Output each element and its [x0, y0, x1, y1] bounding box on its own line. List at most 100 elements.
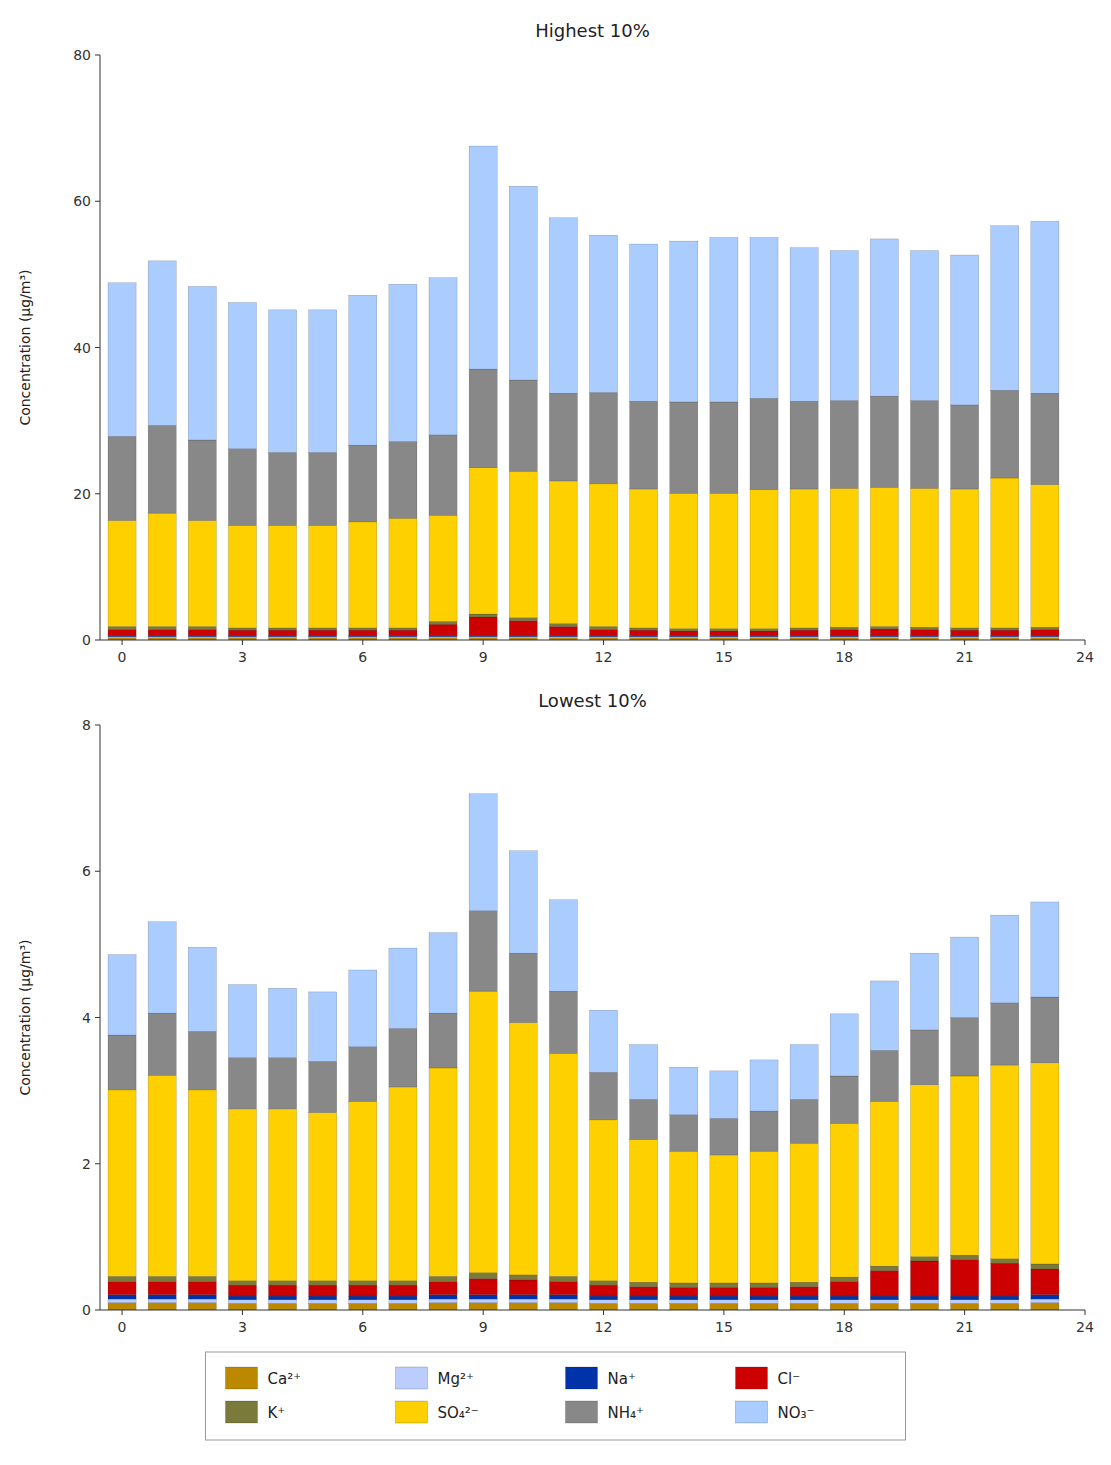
- bar-segment: [228, 1303, 256, 1310]
- bar-series: [108, 146, 1059, 452]
- bar-segment: [750, 1111, 778, 1151]
- bar-segment: [630, 1287, 658, 1297]
- bar-segment: [509, 953, 537, 1022]
- bar-segment: [951, 1260, 979, 1297]
- bar-segment: [349, 445, 377, 522]
- bar-segment: [750, 1060, 778, 1111]
- bar-segment: [710, 1287, 738, 1296]
- bar-segment: [309, 992, 337, 1061]
- bar-segment: [469, 369, 497, 468]
- legend-swatch: [396, 1367, 428, 1389]
- bar-segment: [108, 635, 136, 636]
- bar-segment: [589, 1072, 617, 1120]
- bar-segment: [269, 1058, 297, 1109]
- legend-item: NO₃⁻: [736, 1401, 815, 1423]
- bar-segment: [148, 1281, 176, 1294]
- bar-segment: [830, 1296, 858, 1300]
- bar-segment: [951, 1018, 979, 1077]
- bar-segment: [349, 628, 377, 630]
- bar-segment: [188, 635, 216, 636]
- x-tick: [242, 1310, 243, 1315]
- bar-segment: [349, 522, 377, 628]
- bar-segment: [549, 218, 577, 394]
- bar-segment: [710, 402, 738, 493]
- bar-segment: [469, 794, 497, 911]
- bar-segment: [790, 1296, 818, 1300]
- bar-segment: [910, 629, 938, 635]
- bar-segment: [830, 1300, 858, 1304]
- bar-segment: [269, 1303, 297, 1310]
- bar-segment: [509, 380, 537, 471]
- y-tick: [95, 1310, 100, 1311]
- figure: Highest 10%Concentration (μg/m³)02040608…: [0, 0, 1111, 1465]
- bar-segment: [108, 1303, 136, 1310]
- legend-label: K⁺: [268, 1404, 286, 1422]
- y-tick-label: 20: [73, 486, 91, 502]
- bar-segment: [228, 1296, 256, 1300]
- x-tick-label: 15: [715, 1319, 733, 1335]
- bar-segment: [429, 1295, 457, 1299]
- bar-segment: [1031, 629, 1059, 635]
- bar-segment: [991, 226, 1019, 391]
- bar-segment: [1031, 1264, 1059, 1269]
- bar-segment: [148, 513, 176, 626]
- bar-segment: [670, 631, 698, 635]
- bar-segment: [108, 955, 136, 1035]
- bar-segment: [228, 985, 256, 1058]
- bar-segment: [429, 278, 457, 435]
- bar-segment: [790, 248, 818, 402]
- bar-segment: [750, 398, 778, 489]
- bar-segment: [309, 1303, 337, 1310]
- bar-segment: [188, 1299, 216, 1303]
- legend-item: K⁺: [226, 1401, 286, 1423]
- bar-segment: [108, 626, 136, 629]
- bar-segment: [469, 614, 497, 617]
- bar-segment: [951, 1303, 979, 1310]
- bar-segment: [830, 1124, 858, 1278]
- bar-segment: [549, 1281, 577, 1294]
- bar-segment: [188, 1295, 216, 1299]
- bar-segment: [870, 1300, 898, 1304]
- bar-segment: [228, 1300, 256, 1304]
- bar-segment: [349, 1303, 377, 1310]
- x-tick-label: 0: [118, 1319, 127, 1335]
- bar-segment: [870, 1102, 898, 1267]
- legend-label: NH₄⁺: [608, 1404, 644, 1422]
- bar-series: [108, 911, 1059, 1155]
- bar-segment: [429, 621, 457, 624]
- bar-segment: [790, 1045, 818, 1100]
- bar-segment: [710, 1118, 738, 1155]
- bar-segment: [549, 1053, 577, 1276]
- bar-segment: [228, 1058, 256, 1109]
- bar-segment: [790, 1143, 818, 1282]
- bar-segment: [991, 1296, 1019, 1300]
- x-tick: [1085, 1310, 1086, 1315]
- bar-segment: [670, 1151, 698, 1283]
- bar-segment: [750, 237, 778, 398]
- bar-segment: [269, 1281, 297, 1285]
- x-tick-label: 18: [835, 1319, 853, 1335]
- bar-segment: [469, 635, 497, 636]
- bar-segment: [710, 1300, 738, 1304]
- legend: Ca²⁺Mg²⁺Na⁺Cl⁻K⁺SO₄²⁻NH₄⁺NO₃⁻: [206, 1352, 906, 1440]
- legend-label: Ca²⁺: [268, 1370, 302, 1388]
- bar-segment: [148, 922, 176, 1013]
- bar-segment: [469, 911, 497, 991]
- bar-segment: [589, 1296, 617, 1300]
- bar-segment: [188, 286, 216, 440]
- bar-segment: [870, 1050, 898, 1101]
- y-tick: [95, 1163, 100, 1164]
- bar-segment: [870, 1266, 898, 1270]
- bar-segment: [469, 1303, 497, 1310]
- chart-title: Lowest 10%: [538, 690, 647, 711]
- bar-segment: [951, 635, 979, 636]
- bar-segment: [309, 1281, 337, 1285]
- bar-segment: [389, 441, 417, 518]
- bar-segment: [1031, 1269, 1059, 1295]
- bar-segment: [830, 1277, 858, 1281]
- bar-segment: [269, 988, 297, 1057]
- y-tick-label: 60: [73, 193, 91, 209]
- bar-segment: [228, 526, 256, 628]
- bar-segment: [269, 1296, 297, 1300]
- bar-segment: [509, 1295, 537, 1299]
